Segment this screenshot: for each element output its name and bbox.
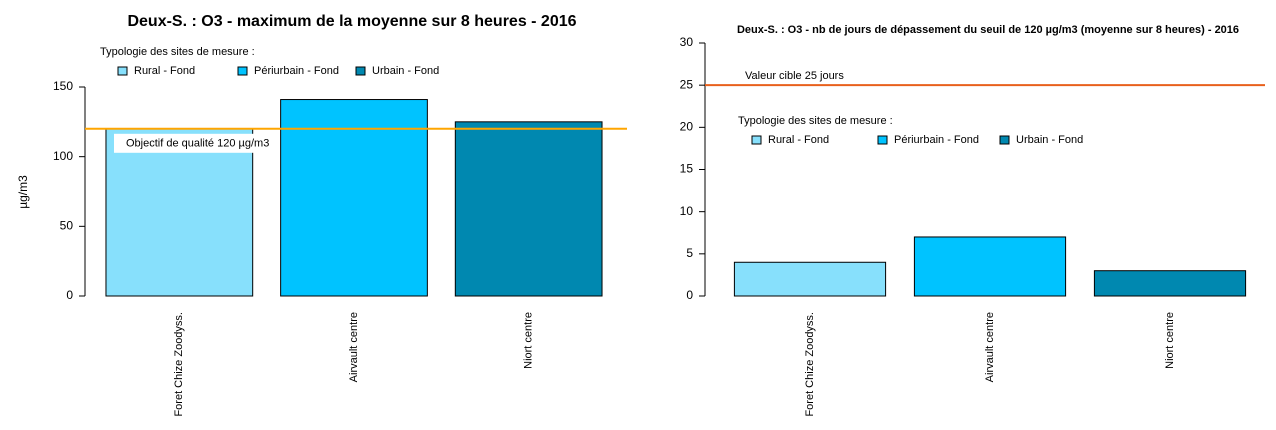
legend-label: Périurbain - Fond — [254, 65, 339, 77]
y-tick-label: 10 — [680, 204, 694, 218]
x-tick-label: Foret Chize Zoodyss. — [804, 312, 816, 417]
legend-swatch — [877, 135, 888, 145]
bar — [280, 99, 428, 297]
y-tick-label: 50 — [60, 219, 74, 233]
legend-label: Rural - Fond — [134, 65, 195, 77]
legend-label: Urbain - Fond — [372, 65, 439, 77]
chart-title: Deux-S. : O3 - nb de jours de dépassemen… — [737, 24, 1239, 36]
reference-label: Valeur cible 25 jours — [745, 70, 844, 82]
legend-swatch — [355, 66, 366, 76]
y-tick-label: 20 — [680, 120, 694, 134]
x-tick-label: Airvault centre — [348, 312, 360, 382]
chart-title: Deux-S. : O3 - maximum de la moyenne sur… — [127, 13, 576, 30]
bar — [1093, 270, 1247, 297]
reference-label: Objectif de qualité 120 µg/m3 — [126, 138, 269, 150]
x-tick-label: Niort centre — [1164, 312, 1176, 369]
reference-label-box — [114, 133, 278, 153]
y-tick-label: 0 — [686, 288, 693, 302]
y-tick-label: 30 — [680, 35, 694, 49]
legend-swatch — [117, 66, 128, 76]
legend-title: Typologie des sites de mesure : — [738, 115, 893, 127]
legend-swatch — [237, 66, 248, 76]
legend-label: Périurbain - Fond — [894, 134, 979, 146]
x-tick-label: Niort centre — [523, 312, 535, 369]
legend-label: Rural - Fond — [768, 134, 829, 146]
bar — [913, 236, 1067, 297]
y-tick-label: 5 — [686, 246, 693, 260]
y-tick-label: 150 — [53, 79, 73, 93]
bar — [105, 128, 254, 297]
bar — [454, 121, 603, 297]
y-axis-label: µg/m3 — [16, 175, 30, 209]
legend-swatch — [999, 135, 1010, 145]
bar — [733, 261, 887, 297]
y-tick-label: 0 — [66, 288, 73, 302]
y-tick-label: 25 — [680, 77, 694, 91]
x-tick-label: Airvault centre — [984, 312, 996, 382]
y-tick-label: 100 — [53, 149, 73, 163]
legend-title: Typologie des sites de mesure : — [100, 46, 255, 58]
legend-label: Urbain - Fond — [1016, 134, 1083, 146]
y-tick-label: 15 — [680, 162, 694, 176]
x-tick-label: Foret Chize Zoodyss. — [173, 312, 185, 417]
legend-swatch — [751, 135, 762, 145]
